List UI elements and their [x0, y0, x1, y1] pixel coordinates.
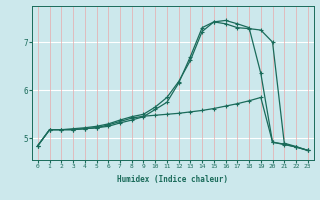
X-axis label: Humidex (Indice chaleur): Humidex (Indice chaleur) [117, 175, 228, 184]
